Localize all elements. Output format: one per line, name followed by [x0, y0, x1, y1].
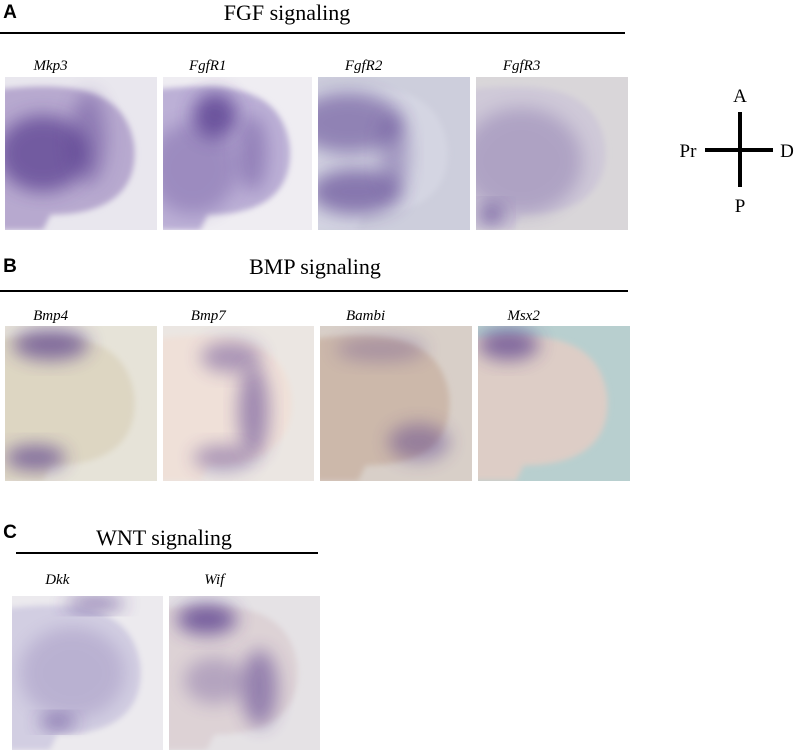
stain — [176, 603, 237, 635]
stain — [200, 341, 262, 373]
stain — [193, 445, 254, 471]
gene-label: Bmp7 — [191, 308, 227, 324]
gene-label: Mkp3 — [33, 58, 68, 74]
image-content — [478, 326, 630, 481]
distal-label: D — [780, 141, 794, 162]
image-content — [476, 77, 628, 230]
image-content — [318, 77, 470, 230]
in-situ-image — [478, 326, 630, 481]
stain — [478, 329, 539, 361]
gene-label: Wif — [204, 572, 226, 588]
proximal-label: Pr — [680, 141, 698, 162]
stain — [39, 716, 76, 729]
in-situ-image — [5, 77, 157, 230]
gene-label: Bmp4 — [33, 308, 68, 324]
panel: A FGF signaling Mkp3 FgfR1 FgfR2 FgfR3 — [0, 0, 628, 230]
image-content — [5, 326, 157, 481]
stain — [378, 115, 410, 192]
gene-label: Msx2 — [506, 308, 540, 324]
staining — [335, 336, 450, 461]
image-content — [5, 77, 157, 230]
in-situ-image — [5, 326, 157, 481]
staining — [193, 341, 269, 471]
stain — [241, 649, 278, 727]
panel-title: BMP signaling — [249, 254, 381, 279]
stain — [12, 329, 89, 361]
orientation-compass: A Pr D P — [680, 86, 794, 217]
image-content — [163, 326, 314, 481]
gene-label: Dkk — [44, 572, 69, 588]
stain — [238, 364, 269, 458]
stain — [388, 423, 450, 461]
stain — [5, 445, 66, 471]
staining — [318, 92, 410, 215]
staining — [478, 329, 539, 361]
in-situ-image — [163, 77, 312, 230]
image-content — [169, 596, 320, 750]
panel-label: C — [3, 522, 17, 543]
staining — [5, 329, 89, 471]
stain — [5, 115, 89, 192]
stain — [335, 336, 427, 362]
stain — [479, 205, 504, 224]
image-content — [12, 596, 163, 750]
stain — [184, 657, 245, 704]
panel-title: FGF signaling — [224, 0, 351, 25]
in-situ-image — [320, 326, 472, 481]
anterior-label: A — [733, 86, 747, 107]
in-situ-image — [163, 326, 314, 481]
stain — [237, 115, 268, 192]
gene-label: Bambi — [346, 308, 385, 324]
panel: B BMP signaling Bmp4 Bmp7 Bambi Msx2 — [0, 254, 630, 481]
in-situ-image — [12, 596, 163, 750]
panel: C WNT signaling Dkk Wif — [3, 522, 320, 750]
posterior-label: P — [735, 196, 746, 217]
stain — [476, 107, 583, 215]
in-situ-image — [476, 77, 628, 230]
panel-label: B — [3, 256, 17, 277]
panel-label: A — [3, 2, 17, 23]
image-content — [320, 326, 472, 481]
limb-bud — [478, 335, 608, 481]
panel-title: WNT signaling — [96, 525, 232, 550]
staining — [163, 92, 268, 215]
stain — [163, 122, 238, 215]
stain — [318, 168, 402, 215]
in-situ-image — [169, 596, 320, 750]
limb-bud — [5, 335, 135, 481]
staining — [19, 597, 126, 729]
gene-label: FgfR3 — [502, 58, 541, 74]
image-content — [163, 77, 312, 230]
stain — [64, 597, 126, 610]
staining — [176, 603, 278, 727]
gene-label: FgfR2 — [344, 58, 383, 74]
gene-label: FgfR1 — [188, 58, 227, 74]
stain — [19, 626, 126, 720]
staining — [476, 107, 583, 224]
staining — [5, 92, 107, 192]
in-situ-image — [318, 77, 470, 230]
stain — [70, 92, 107, 185]
